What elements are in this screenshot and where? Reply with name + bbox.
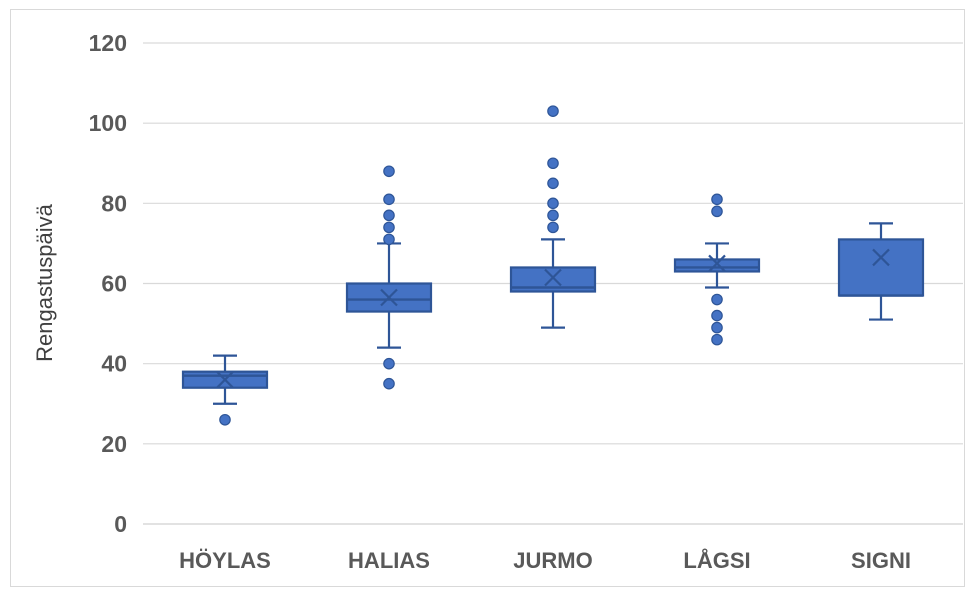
outlier-point <box>711 205 723 218</box>
x-category-label: LÅGSI <box>683 547 750 573</box>
box-lågsi <box>673 193 761 346</box>
outlier-point <box>711 333 723 346</box>
outlier-point <box>711 321 723 334</box>
outlier-point <box>383 221 395 234</box>
box-series <box>181 105 925 426</box>
y-axis-title: Rengastuspäivä <box>32 203 57 362</box>
x-category-label: HALIAS <box>348 548 430 573</box>
mean-marker <box>544 268 562 287</box>
outlier-point <box>383 209 395 222</box>
outlier-point <box>547 157 559 170</box>
y-tick-label: 120 <box>89 30 127 56</box>
outlier-point <box>547 221 559 234</box>
outlier-point <box>547 177 559 190</box>
mean-marker <box>872 248 890 267</box>
x-axis-category-labels: HÖYLAS HALIAS JURMO LÅGSI SIGNI <box>179 547 911 573</box>
x-category-label: JURMO <box>513 548 592 573</box>
outlier-point <box>711 193 723 206</box>
mean-marker <box>216 370 234 389</box>
x-category-label: HÖYLAS <box>179 548 271 573</box>
outlier-point <box>383 233 395 246</box>
outlier-point <box>383 377 395 390</box>
iqr-box <box>837 238 925 297</box>
outlier-point <box>711 293 723 306</box>
y-axis-tick-labels: 0 20 40 60 80 100 120 <box>89 30 127 537</box>
y-tick-label: 60 <box>101 271 127 297</box>
mean-marker <box>380 288 398 307</box>
mean-marker <box>708 254 726 273</box>
chart-frame <box>10 9 965 587</box>
y-tick-label: 20 <box>101 431 127 457</box>
outlier-point <box>383 193 395 206</box>
y-tick-label: 40 <box>101 351 127 377</box>
y-tick-label: 80 <box>101 190 127 216</box>
box-signi <box>837 222 925 321</box>
outlier-point <box>383 357 395 370</box>
outlier-point <box>219 413 231 426</box>
box-höylas <box>181 354 269 426</box>
outlier-point <box>711 309 723 322</box>
iqr-box <box>673 258 761 273</box>
outlier-point <box>547 209 559 222</box>
x-category-label: SIGNI <box>851 548 911 573</box>
outlier-point <box>547 105 559 117</box>
outlier-point <box>547 197 559 210</box>
box-halias <box>345 165 433 390</box>
y-tick-label: 0 <box>114 511 127 537</box>
y-tick-label: 100 <box>89 110 127 136</box>
outlier-point <box>383 165 395 178</box>
box-jurmo <box>509 105 597 329</box>
